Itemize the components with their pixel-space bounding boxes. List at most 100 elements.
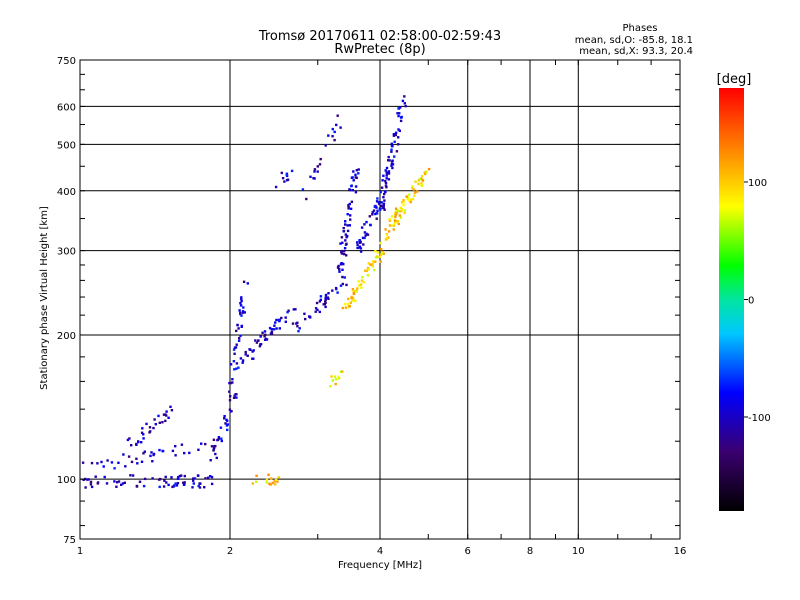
data-point (234, 393, 237, 396)
data-point (294, 308, 297, 311)
data-point (152, 426, 155, 430)
data-point (387, 178, 391, 181)
data-point (391, 145, 394, 148)
data-point (420, 175, 424, 178)
data-point (116, 481, 119, 484)
data-point (324, 144, 327, 147)
data-point (89, 480, 93, 484)
data-point (338, 270, 341, 273)
data-point (105, 482, 109, 485)
data-point (360, 226, 364, 229)
data-point (411, 197, 415, 201)
data-point (246, 282, 249, 285)
data-point (350, 296, 353, 299)
data-point (164, 413, 167, 416)
data-point (200, 442, 203, 445)
data-point (385, 174, 388, 177)
data-point (140, 441, 143, 444)
data-point (392, 228, 395, 231)
data-point (140, 431, 144, 434)
data-point (423, 171, 426, 174)
data-point (165, 410, 168, 413)
data-point (349, 218, 352, 221)
data-point (252, 357, 255, 360)
data-point (229, 410, 232, 413)
data-point (319, 298, 322, 301)
data-point (407, 199, 411, 202)
data-point (148, 431, 151, 434)
data-point (89, 483, 93, 486)
data-point (400, 207, 404, 211)
data-point (394, 213, 397, 216)
data-point (416, 190, 419, 193)
data-point (240, 325, 243, 328)
data-point (120, 483, 123, 486)
data-point (382, 196, 385, 199)
data-point (390, 164, 393, 167)
data-point (228, 399, 232, 402)
colorbar-tick-label: 100 (748, 178, 767, 189)
data-point (117, 480, 121, 483)
data-point (383, 192, 386, 196)
data-point (148, 426, 152, 429)
data-point (162, 413, 166, 416)
data-point (110, 461, 114, 464)
data-point (244, 353, 247, 356)
data-point (343, 247, 347, 250)
data-point (324, 301, 327, 304)
data-point (352, 170, 355, 173)
legend-title: Phases (622, 23, 657, 34)
data-point (223, 415, 226, 418)
data-point (149, 454, 152, 458)
data-point (212, 445, 215, 448)
data-point (177, 476, 180, 479)
data-point (96, 462, 99, 465)
data-point (318, 300, 322, 303)
data-point (346, 229, 350, 233)
data-point (388, 224, 392, 227)
data-point (361, 236, 365, 240)
data-point (161, 449, 164, 453)
data-point (375, 206, 378, 209)
data-point (100, 460, 103, 464)
data-point (324, 297, 327, 300)
data-point (171, 449, 175, 453)
data-point (183, 474, 186, 478)
data-point (115, 485, 118, 488)
data-point (113, 480, 116, 483)
data-point (384, 169, 387, 172)
data-point (421, 179, 424, 182)
data-point (424, 171, 428, 174)
data-point (360, 279, 364, 282)
data-point (390, 215, 394, 218)
data-point (150, 451, 153, 454)
data-point (344, 306, 348, 309)
data-point (270, 328, 273, 331)
data-point (344, 302, 347, 306)
data-point (388, 159, 391, 162)
data-point (82, 478, 85, 481)
data-point (341, 275, 344, 279)
data-point (304, 317, 307, 321)
grid (80, 60, 680, 539)
data-point (231, 381, 234, 384)
data-point (357, 168, 360, 171)
data-point (380, 186, 384, 189)
data-point (269, 483, 272, 486)
data-point (347, 204, 350, 207)
data-point (174, 445, 177, 448)
data-point (233, 368, 236, 371)
data-point (235, 367, 238, 370)
data-point (382, 206, 385, 209)
data-point (344, 223, 347, 226)
data-point (241, 310, 245, 313)
data-point (192, 477, 195, 480)
data-point (359, 247, 363, 250)
data-point (362, 243, 365, 246)
data-point (375, 200, 379, 203)
data-point (333, 138, 336, 142)
data-point (257, 339, 260, 342)
data-point (402, 199, 405, 202)
y-tick-label: 100 (57, 475, 76, 486)
data-point (127, 455, 131, 458)
